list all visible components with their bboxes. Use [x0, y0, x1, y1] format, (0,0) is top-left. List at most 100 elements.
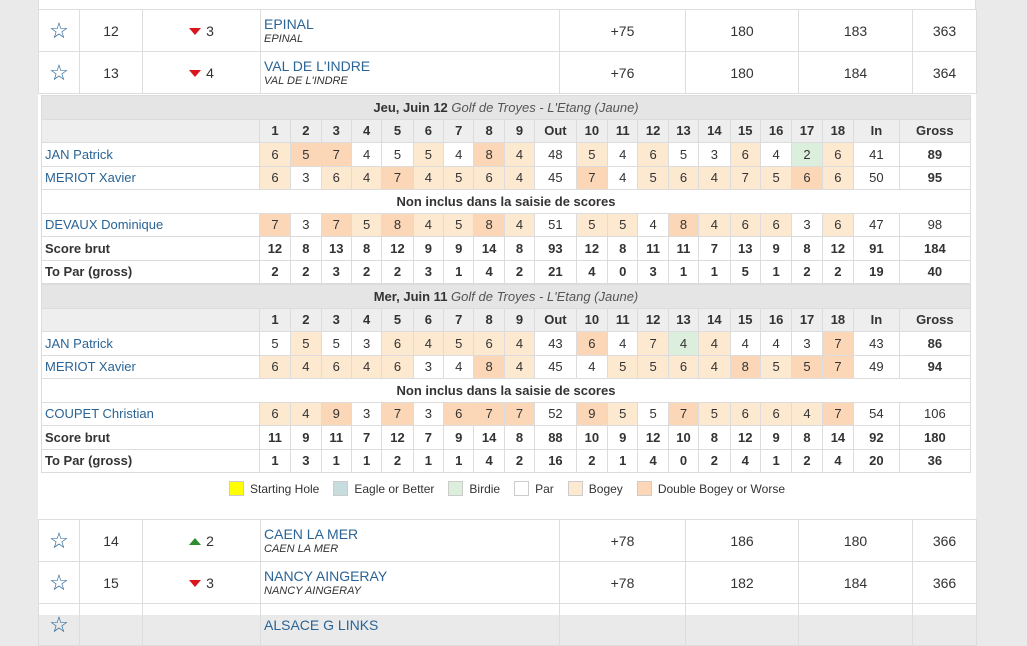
- total-value: 3: [320, 259, 352, 284]
- round-1-score: 180: [685, 9, 799, 52]
- team-row[interactable]: ☆ 12 3 EPINAL EPINAL +75 180 183 363: [38, 9, 977, 52]
- team-row[interactable]: ☆ ALSACE G LINKS: [38, 603, 977, 646]
- hole-score: 5: [443, 212, 475, 237]
- total-value: 2: [381, 448, 414, 473]
- team-name-link[interactable]: CAEN LA MER: [264, 525, 359, 542]
- total-value: 9: [443, 236, 475, 261]
- hole-score: 5: [290, 331, 322, 356]
- star-icon[interactable]: ☆: [49, 569, 69, 595]
- hole-score: 6: [729, 142, 761, 167]
- player-name-link[interactable]: COUPET Christian: [41, 401, 260, 426]
- total-value: 12: [821, 236, 855, 261]
- hole-score: 98: [898, 212, 972, 237]
- player-name-link[interactable]: MERIOT Xavier: [41, 165, 260, 190]
- scorecard-details: Jeu, Juin 12 Golf de Troyes - L'Etang (J…: [41, 95, 973, 496]
- legend-item: Eagle or Better: [333, 481, 434, 496]
- hole-score: 6: [381, 354, 414, 379]
- hole-score: 7: [575, 165, 609, 190]
- team-row[interactable]: ☆ 13 4 VAL DE L'INDRE VAL DE L'INDRE +76 180 18…: [38, 51, 977, 94]
- hole-score: 4: [637, 212, 669, 237]
- hole-score: 6: [320, 354, 352, 379]
- hole-score: 43: [534, 331, 577, 356]
- total-value: 9: [607, 425, 639, 450]
- hole-score: 8: [729, 354, 761, 379]
- favorite-cell: ☆: [38, 51, 80, 94]
- legend-swatch: [228, 481, 244, 496]
- total-value: 12: [381, 425, 414, 450]
- team-subtitle: CAEN LA MER: [264, 542, 339, 555]
- total-value: 180: [898, 425, 972, 450]
- legend-label: Birdie: [469, 481, 501, 496]
- hole-header: 18: [821, 118, 855, 143]
- total-value: 4: [575, 259, 609, 284]
- legend-item: Double Bogey or Worse: [636, 481, 785, 496]
- player-name-link[interactable]: DEVAUX Dominique: [41, 212, 260, 237]
- hole-score: 5: [667, 142, 700, 167]
- star-icon[interactable]: ☆: [49, 17, 69, 43]
- hole-score: 4: [575, 354, 609, 379]
- player-row: DEVAUX Dominique 7 3 7 5 8 4 5 8 4 51 5 5 4 8 4 6 6 3 6 47 98: [41, 212, 972, 237]
- row-label: To Par (gross): [41, 259, 260, 284]
- hole-score: 4: [698, 331, 731, 356]
- total-value: 13: [729, 236, 761, 261]
- hole-score: 6: [258, 142, 292, 167]
- favorite-cell: ☆: [38, 603, 80, 646]
- hole-score: 8: [381, 212, 414, 237]
- hole-header: 17: [791, 307, 823, 332]
- movement-value: 3: [206, 23, 214, 40]
- hole-score: 7: [729, 165, 761, 190]
- player-name-link[interactable]: JAN Patrick: [41, 142, 260, 167]
- hole-header: 3: [320, 307, 352, 332]
- total-score: 366: [912, 561, 977, 604]
- total-value: 2: [503, 448, 536, 473]
- hole-score: 5: [443, 331, 475, 356]
- total-value: 1: [350, 448, 383, 473]
- player-row: JAN Patrick 5 5 5 3 6 4 5 6 4 43 6 4 7 4 4 4 4 3 7 43 86: [41, 331, 972, 356]
- to-par: +78: [559, 561, 686, 604]
- hole-score: 5: [575, 142, 609, 167]
- hole-header: 15: [729, 307, 761, 332]
- star-icon[interactable]: ☆: [49, 527, 69, 553]
- total-score: 363: [912, 9, 977, 52]
- hole-score: 4: [503, 212, 536, 237]
- hole-score: 45: [534, 165, 577, 190]
- to-par: +76: [559, 51, 686, 94]
- hole-header: Gross: [898, 307, 972, 332]
- legend-item: Starting Hole: [228, 481, 320, 496]
- team-name-link[interactable]: NANCY AINGERAY: [264, 567, 388, 584]
- total-value: 8: [503, 425, 536, 450]
- hole-score: 3: [412, 354, 445, 379]
- hole-header: 8: [473, 118, 505, 143]
- team-name-cell: VAL DE L'INDRE VAL DE L'INDRE: [260, 51, 560, 94]
- team-row[interactable]: ☆ 15 3 NANCY AINGERAY NANCY AINGERAY +78 182 18…: [38, 561, 977, 604]
- hole-score: 6: [473, 165, 505, 190]
- hole-score: 6: [575, 331, 609, 356]
- row-label: Score brut: [41, 236, 260, 261]
- total-value: 8: [791, 236, 823, 261]
- hole-score: 7: [320, 212, 352, 237]
- round-1-score: [685, 603, 799, 646]
- total-value: 7: [698, 236, 731, 261]
- legend-label: Starting Hole: [249, 481, 320, 496]
- legend-item: Birdie: [448, 481, 500, 496]
- hole-header: 10: [575, 307, 609, 332]
- round-1-score: 180: [685, 51, 799, 94]
- round-header: Jeu, Juin 12 Golf de Troyes - L'Etang (J…: [41, 95, 971, 120]
- player-row: MERIOT Xavier 6 3 6 4 7 4 5 6 4 45 7 4 5 6 4 7 5 6 6 50 95: [41, 165, 972, 190]
- star-icon[interactable]: ☆: [49, 59, 69, 85]
- player-name-link[interactable]: JAN Patrick: [41, 331, 260, 356]
- position: 15: [79, 561, 143, 604]
- total-value: 88: [534, 425, 577, 450]
- hole-score: 5: [637, 401, 669, 426]
- to-par-row: To Par (gross) 1 3 1 1 2 1 1 4 2 16 2 1 4 0 2 4 1 2 4 20 36: [41, 448, 972, 473]
- total-value: 20: [853, 448, 900, 473]
- hole-score: 3: [290, 212, 322, 237]
- team-name-link[interactable]: VAL DE L'INDRE: [264, 57, 371, 74]
- team-name-link[interactable]: EPINAL: [264, 15, 314, 32]
- total-value: 4: [473, 448, 505, 473]
- team-name-link[interactable]: ALSACE G LINKS: [264, 616, 379, 633]
- player-name-link[interactable]: MERIOT Xavier: [41, 354, 260, 379]
- star-icon[interactable]: ☆: [49, 611, 69, 637]
- team-row[interactable]: ☆ 14 2 CAEN LA MER CAEN LA MER +78 186 180 366: [38, 519, 977, 562]
- hole-header: 6: [412, 118, 445, 143]
